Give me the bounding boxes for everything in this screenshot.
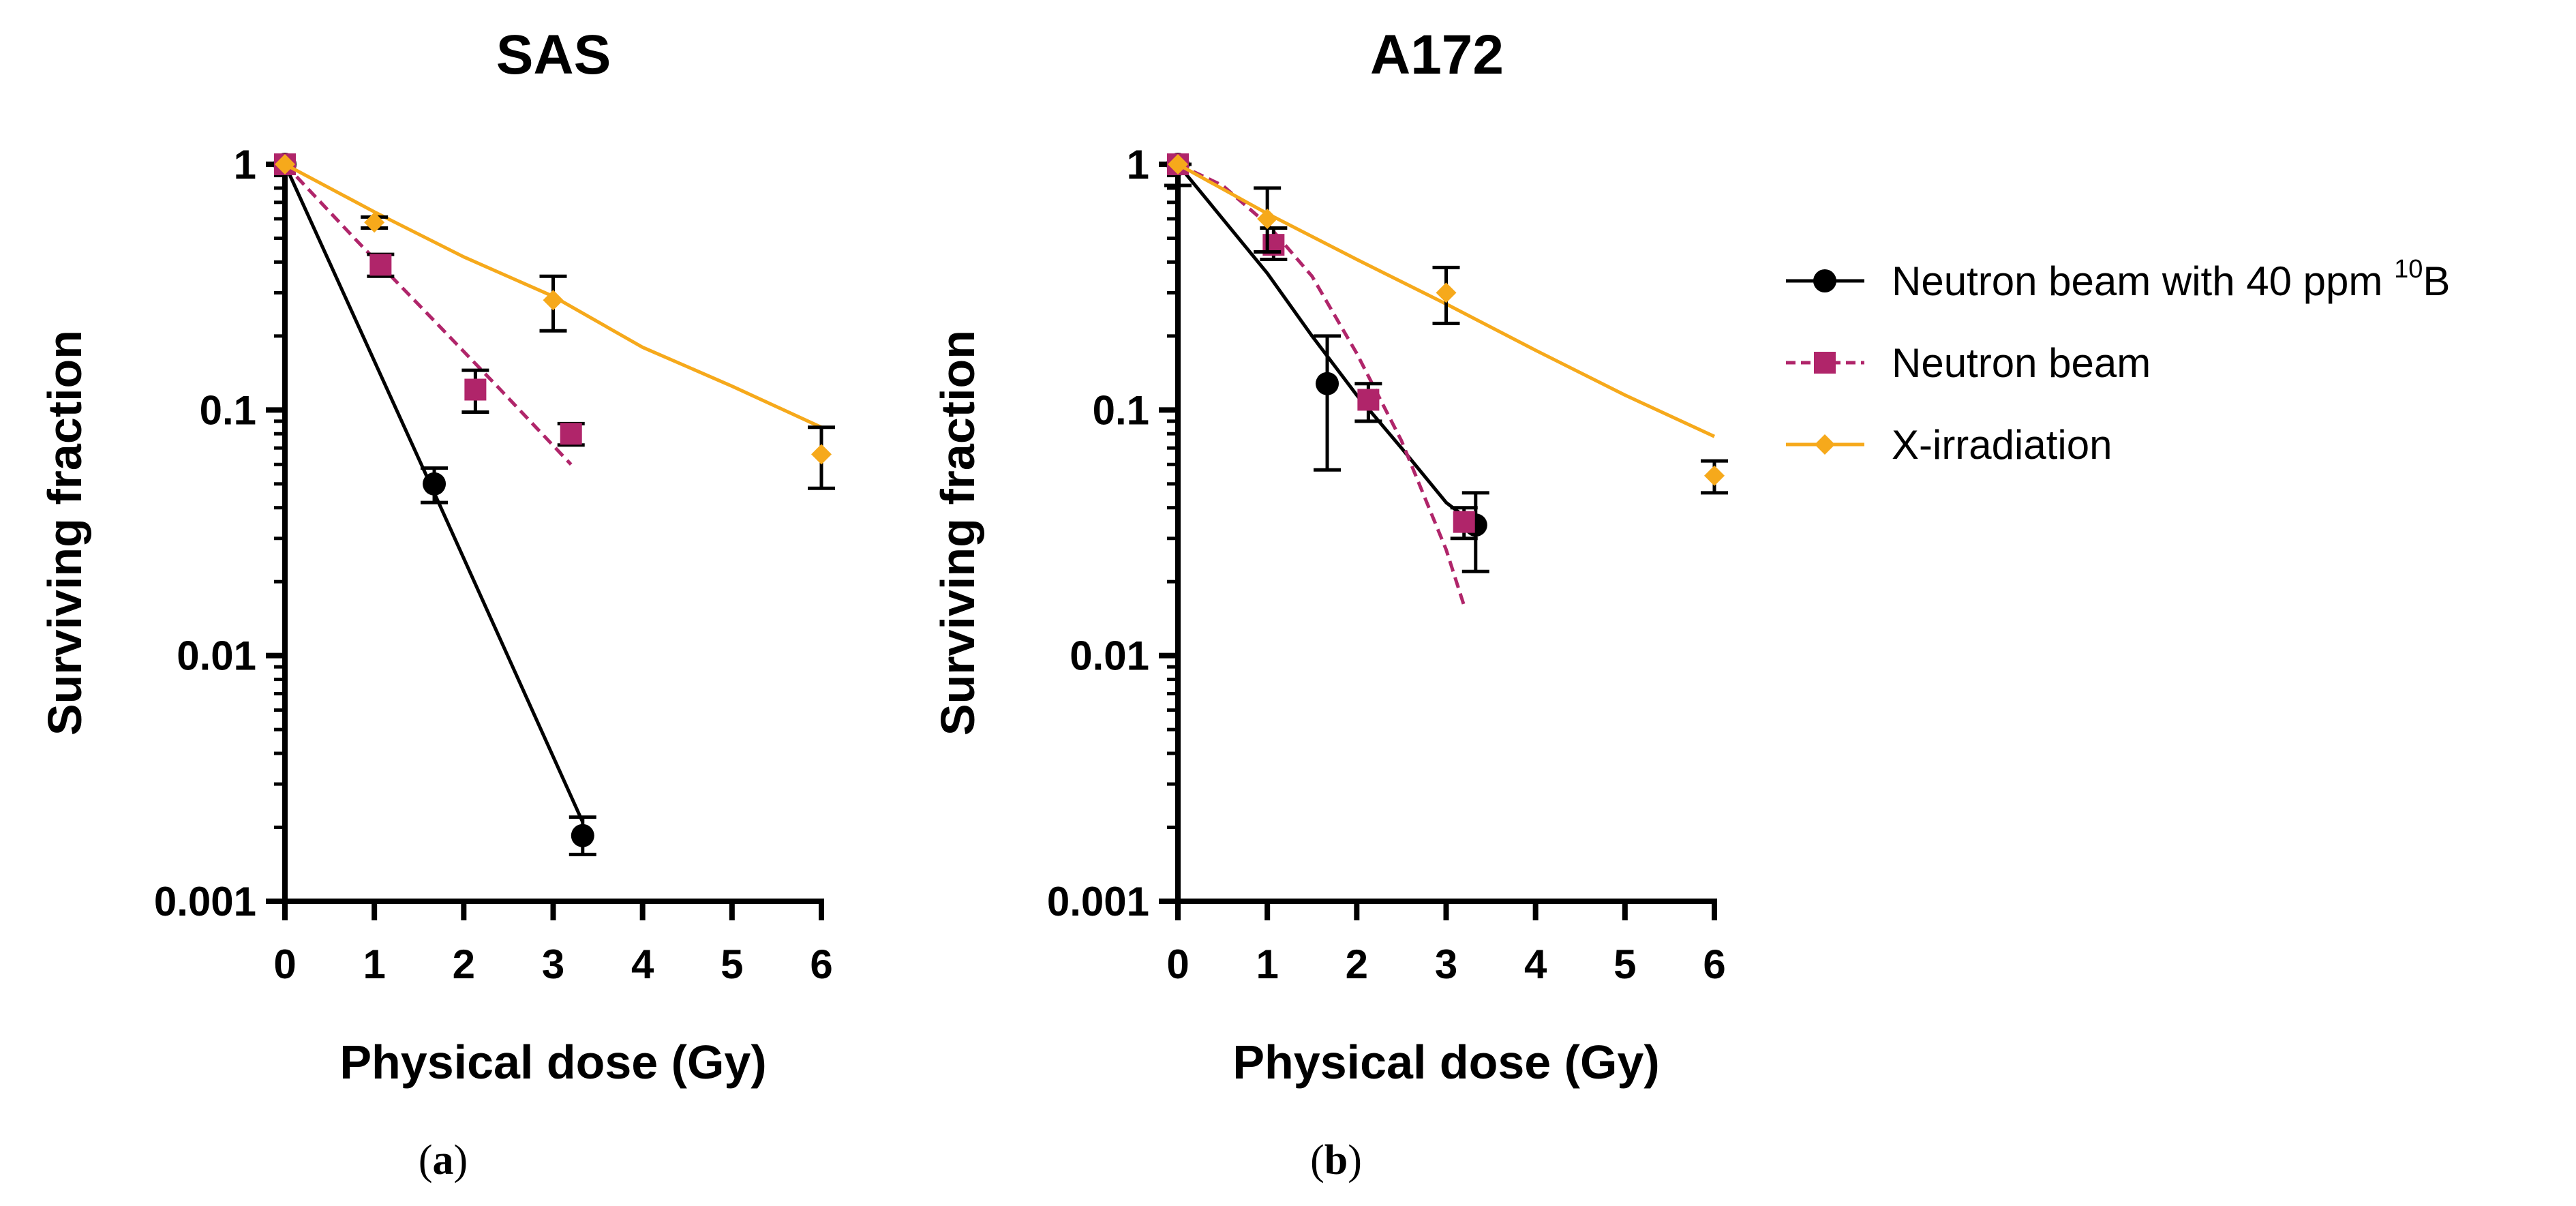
y-axis-label: Surviving fraction bbox=[38, 330, 91, 736]
data-point bbox=[1357, 389, 1380, 411]
legend-label: X-irradiation bbox=[1892, 422, 2112, 468]
data-point bbox=[811, 444, 832, 465]
data-point bbox=[1436, 282, 1457, 303]
legend-item: Neutron beam bbox=[1786, 340, 2151, 386]
y-tick-label: 0.001 bbox=[154, 879, 256, 924]
x-tick-label: 3 bbox=[542, 941, 564, 987]
series-circle bbox=[273, 153, 596, 856]
x-tick-label: 1 bbox=[1256, 941, 1278, 987]
data-point bbox=[364, 212, 385, 233]
data-point bbox=[543, 290, 564, 311]
chart-panel-b: A172 0.001 0.01 0.1 1 0 1 2 3 4 5 6 Surviving fracti… bbox=[931, 24, 1728, 1184]
data-point bbox=[369, 254, 392, 276]
y-tick-label: 0.01 bbox=[177, 633, 256, 679]
y-tick-label: 0.001 bbox=[1047, 879, 1149, 924]
x-tick-label: 5 bbox=[721, 941, 743, 987]
data-point bbox=[1168, 154, 1188, 175]
chart-title: SAS bbox=[496, 24, 611, 86]
legend-item: Neutron beam with 40 ppm 10B bbox=[1786, 255, 2450, 304]
x-axis-label: Physical dose (Gy) bbox=[339, 1036, 766, 1089]
x-axis-label: Physical dose (Gy) bbox=[1232, 1036, 1659, 1089]
y-tick-label: 0.1 bbox=[1093, 387, 1149, 433]
data-point bbox=[571, 824, 594, 847]
legend: Neutron beam with 40 ppm 10B Neutron beam… bbox=[1786, 255, 2450, 468]
data-point bbox=[275, 154, 295, 175]
chart-panel-a: SAS 0.001 0.01 0.1 1 0 1 2 3 4 5 6 Surviving fractio… bbox=[38, 24, 835, 1184]
series-square bbox=[274, 153, 585, 466]
data-point bbox=[423, 472, 446, 496]
y-tick-label: 0.1 bbox=[200, 387, 256, 433]
x-tick-label: 2 bbox=[1346, 941, 1368, 987]
data-point bbox=[1316, 372, 1339, 395]
data-point bbox=[1453, 511, 1475, 533]
fit-curve bbox=[284, 163, 573, 466]
chart-title: A172 bbox=[1370, 24, 1504, 86]
legend-marker bbox=[1813, 269, 1836, 292]
legend-marker bbox=[1815, 434, 1835, 455]
y-axis-label: Surviving fraction bbox=[931, 330, 984, 736]
x-tick-label: 4 bbox=[1524, 941, 1547, 987]
legend-label: Neutron beam with 40 ppm 10B bbox=[1892, 255, 2450, 304]
data-point bbox=[1257, 208, 1278, 229]
x-tick-label: 5 bbox=[1613, 941, 1636, 987]
x-tick-label: 2 bbox=[453, 941, 475, 987]
data-point bbox=[464, 378, 487, 401]
y-tick-label: 1 bbox=[234, 142, 256, 187]
x-tick-label: 0 bbox=[1166, 941, 1189, 987]
x-tick-label: 0 bbox=[273, 941, 296, 987]
x-tick-label: 4 bbox=[631, 941, 654, 987]
y-tick-label: 1 bbox=[1127, 142, 1149, 187]
panel-caption: (b) bbox=[1310, 1137, 1362, 1184]
legend-marker bbox=[1814, 352, 1836, 374]
x-tick-label: 1 bbox=[363, 941, 385, 987]
panel-caption: (a) bbox=[419, 1137, 468, 1184]
legend-label: Neutron beam bbox=[1892, 340, 2151, 386]
series-diamond bbox=[1168, 154, 1728, 495]
error-bar bbox=[1314, 334, 1342, 472]
x-tick-label: 3 bbox=[1435, 941, 1457, 987]
fit-curve bbox=[1177, 163, 1477, 527]
data-point bbox=[1704, 465, 1725, 486]
series-circle bbox=[1164, 153, 1489, 573]
data-point bbox=[560, 423, 582, 445]
x-tick-label: 6 bbox=[1703, 941, 1725, 987]
x-tick-label: 6 bbox=[810, 941, 832, 987]
y-tick-label: 0.01 bbox=[1070, 633, 1149, 679]
series-diamond bbox=[275, 154, 835, 490]
legend-item: X-irradiation bbox=[1786, 422, 2112, 468]
